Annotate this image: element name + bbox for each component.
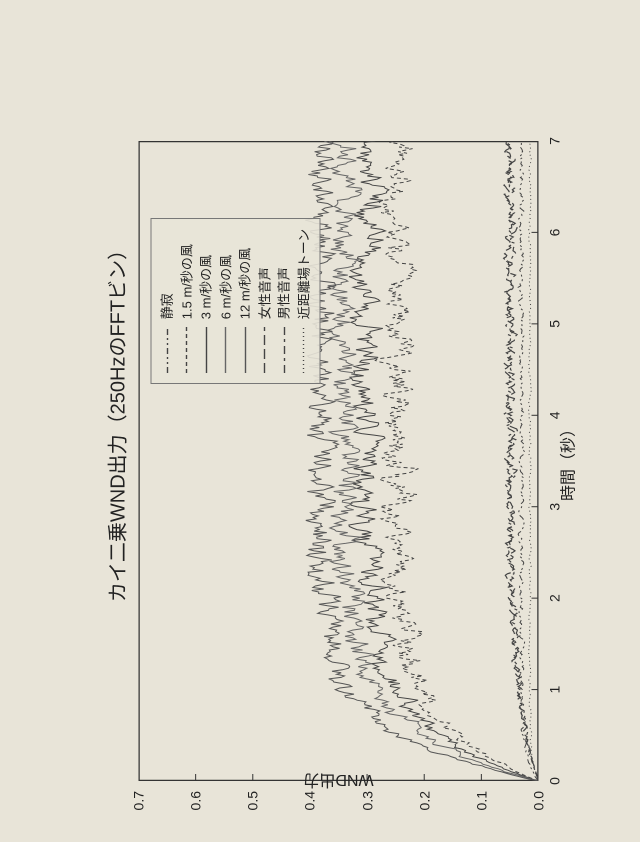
y-tick: 0.6	[188, 791, 204, 810]
y-tick: 0.3	[359, 791, 375, 810]
y-tick: 0.4	[302, 791, 318, 810]
legend-swatch	[238, 327, 252, 373]
legend-item: 静寂	[158, 229, 178, 373]
legend-swatch	[199, 327, 213, 373]
legend-label: 女性音声	[255, 267, 275, 319]
legend-swatch	[297, 327, 311, 373]
x-tick: 0	[547, 777, 563, 785]
legend-item: 3 m/秒の風	[197, 229, 217, 373]
chart-title: カイ二乗WND出力（250HzのFFTビン）	[102, 61, 131, 781]
y-tick: 0.0	[531, 791, 547, 810]
legend-label: 6 m/秒の風	[216, 255, 236, 319]
legend-swatch	[277, 327, 291, 373]
y-tick: 0.7	[131, 791, 147, 810]
legend: 静寂1.5 m/秒の風3 m/秒の風6 m/秒の風12 m/秒の風女性音声男性音…	[151, 218, 321, 384]
legend-item: 1.5 m/秒の風	[177, 229, 197, 373]
legend-item: 女性音声	[255, 229, 275, 373]
series-line	[349, 141, 539, 781]
legend-label: 静寂	[158, 293, 178, 319]
x-tick: 5	[547, 320, 563, 328]
x-tick: 6	[547, 229, 563, 237]
series-line	[305, 141, 538, 781]
legend-swatch	[160, 327, 174, 373]
legend-label: 近距離場トーン	[294, 229, 314, 319]
y-tick: 0.2	[416, 791, 432, 810]
x-tick: 2	[547, 594, 563, 602]
chart-container: カイ二乗WND出力（250HzのFFTビン） WND出力 時間（秒） 静寂1.5…	[102, 61, 539, 781]
x-tick: 1	[547, 686, 563, 694]
legend-swatch	[219, 327, 233, 373]
legend-item: 近距離場トーン	[294, 229, 314, 373]
y-tick: 0.5	[245, 791, 261, 810]
legend-swatch	[258, 327, 272, 373]
legend-item: 6 m/秒の風	[216, 229, 236, 373]
x-axis-label: 時間（秒）	[555, 421, 579, 501]
legend-label: 12 m/秒の風	[236, 248, 256, 320]
x-tick: 3	[547, 503, 563, 511]
legend-swatch	[180, 327, 194, 373]
legend-label: 1.5 m/秒の風	[177, 244, 197, 319]
legend-item: 12 m/秒の風	[236, 229, 256, 373]
legend-label: 男性音声	[275, 267, 295, 319]
plot-area: WND出力 時間（秒） 静寂1.5 m/秒の風3 m/秒の風6 m/秒の風12 …	[139, 141, 539, 781]
series-line	[528, 141, 538, 781]
page-root: カイ二乗WND出力（250HzのFFTビン） WND出力 時間（秒） 静寂1.5…	[0, 0, 640, 842]
x-tick: 7	[547, 137, 563, 145]
legend-label: 3 m/秒の風	[197, 255, 217, 319]
series-line	[504, 141, 539, 781]
x-tick: 4	[547, 411, 563, 419]
y-tick: 0.1	[473, 791, 489, 810]
legend-item: 男性音声	[275, 229, 295, 373]
